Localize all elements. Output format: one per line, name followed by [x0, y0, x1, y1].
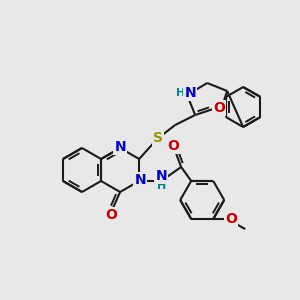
- Text: N: N: [184, 86, 196, 100]
- Text: O: O: [225, 212, 237, 226]
- Text: S: S: [153, 131, 163, 145]
- Text: H: H: [157, 181, 166, 191]
- Text: N: N: [114, 140, 126, 154]
- Text: O: O: [213, 101, 225, 115]
- Text: N: N: [155, 169, 167, 183]
- Text: H: H: [176, 88, 185, 98]
- Text: O: O: [105, 208, 117, 222]
- Text: O: O: [167, 139, 179, 153]
- Text: N: N: [134, 173, 146, 187]
